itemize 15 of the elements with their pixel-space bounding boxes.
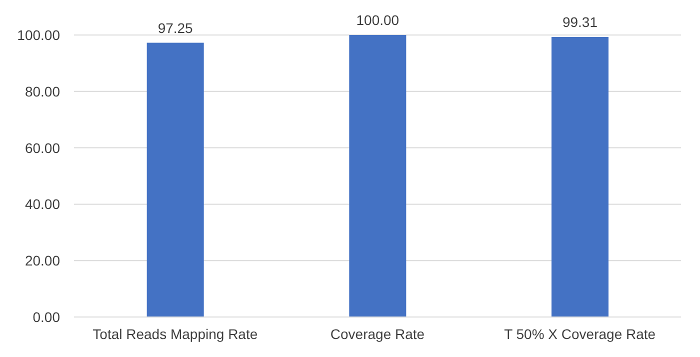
bar (552, 36, 609, 317)
y-tick-label: 100.00 (17, 26, 60, 43)
y-tick-label: 80.00 (24, 83, 60, 100)
y-tick-label: 40.00 (24, 196, 60, 212)
data-label: 99.31 (562, 14, 598, 30)
data-label: 97.25 (158, 20, 194, 36)
y-tick-label: 60.00 (24, 140, 60, 156)
x-tick-label: Total Reads Mapping Rate (92, 326, 258, 342)
bar (146, 42, 204, 317)
y-tick-label: 0.00 (32, 308, 60, 325)
x-tick-label: Coverage Rate (330, 326, 425, 342)
y-tick-label: 20.00 (24, 252, 60, 269)
x-tick-label: T 50% X Coverage Rate (504, 326, 656, 342)
bar (349, 35, 406, 317)
data-label: 100.00 (356, 12, 400, 28)
